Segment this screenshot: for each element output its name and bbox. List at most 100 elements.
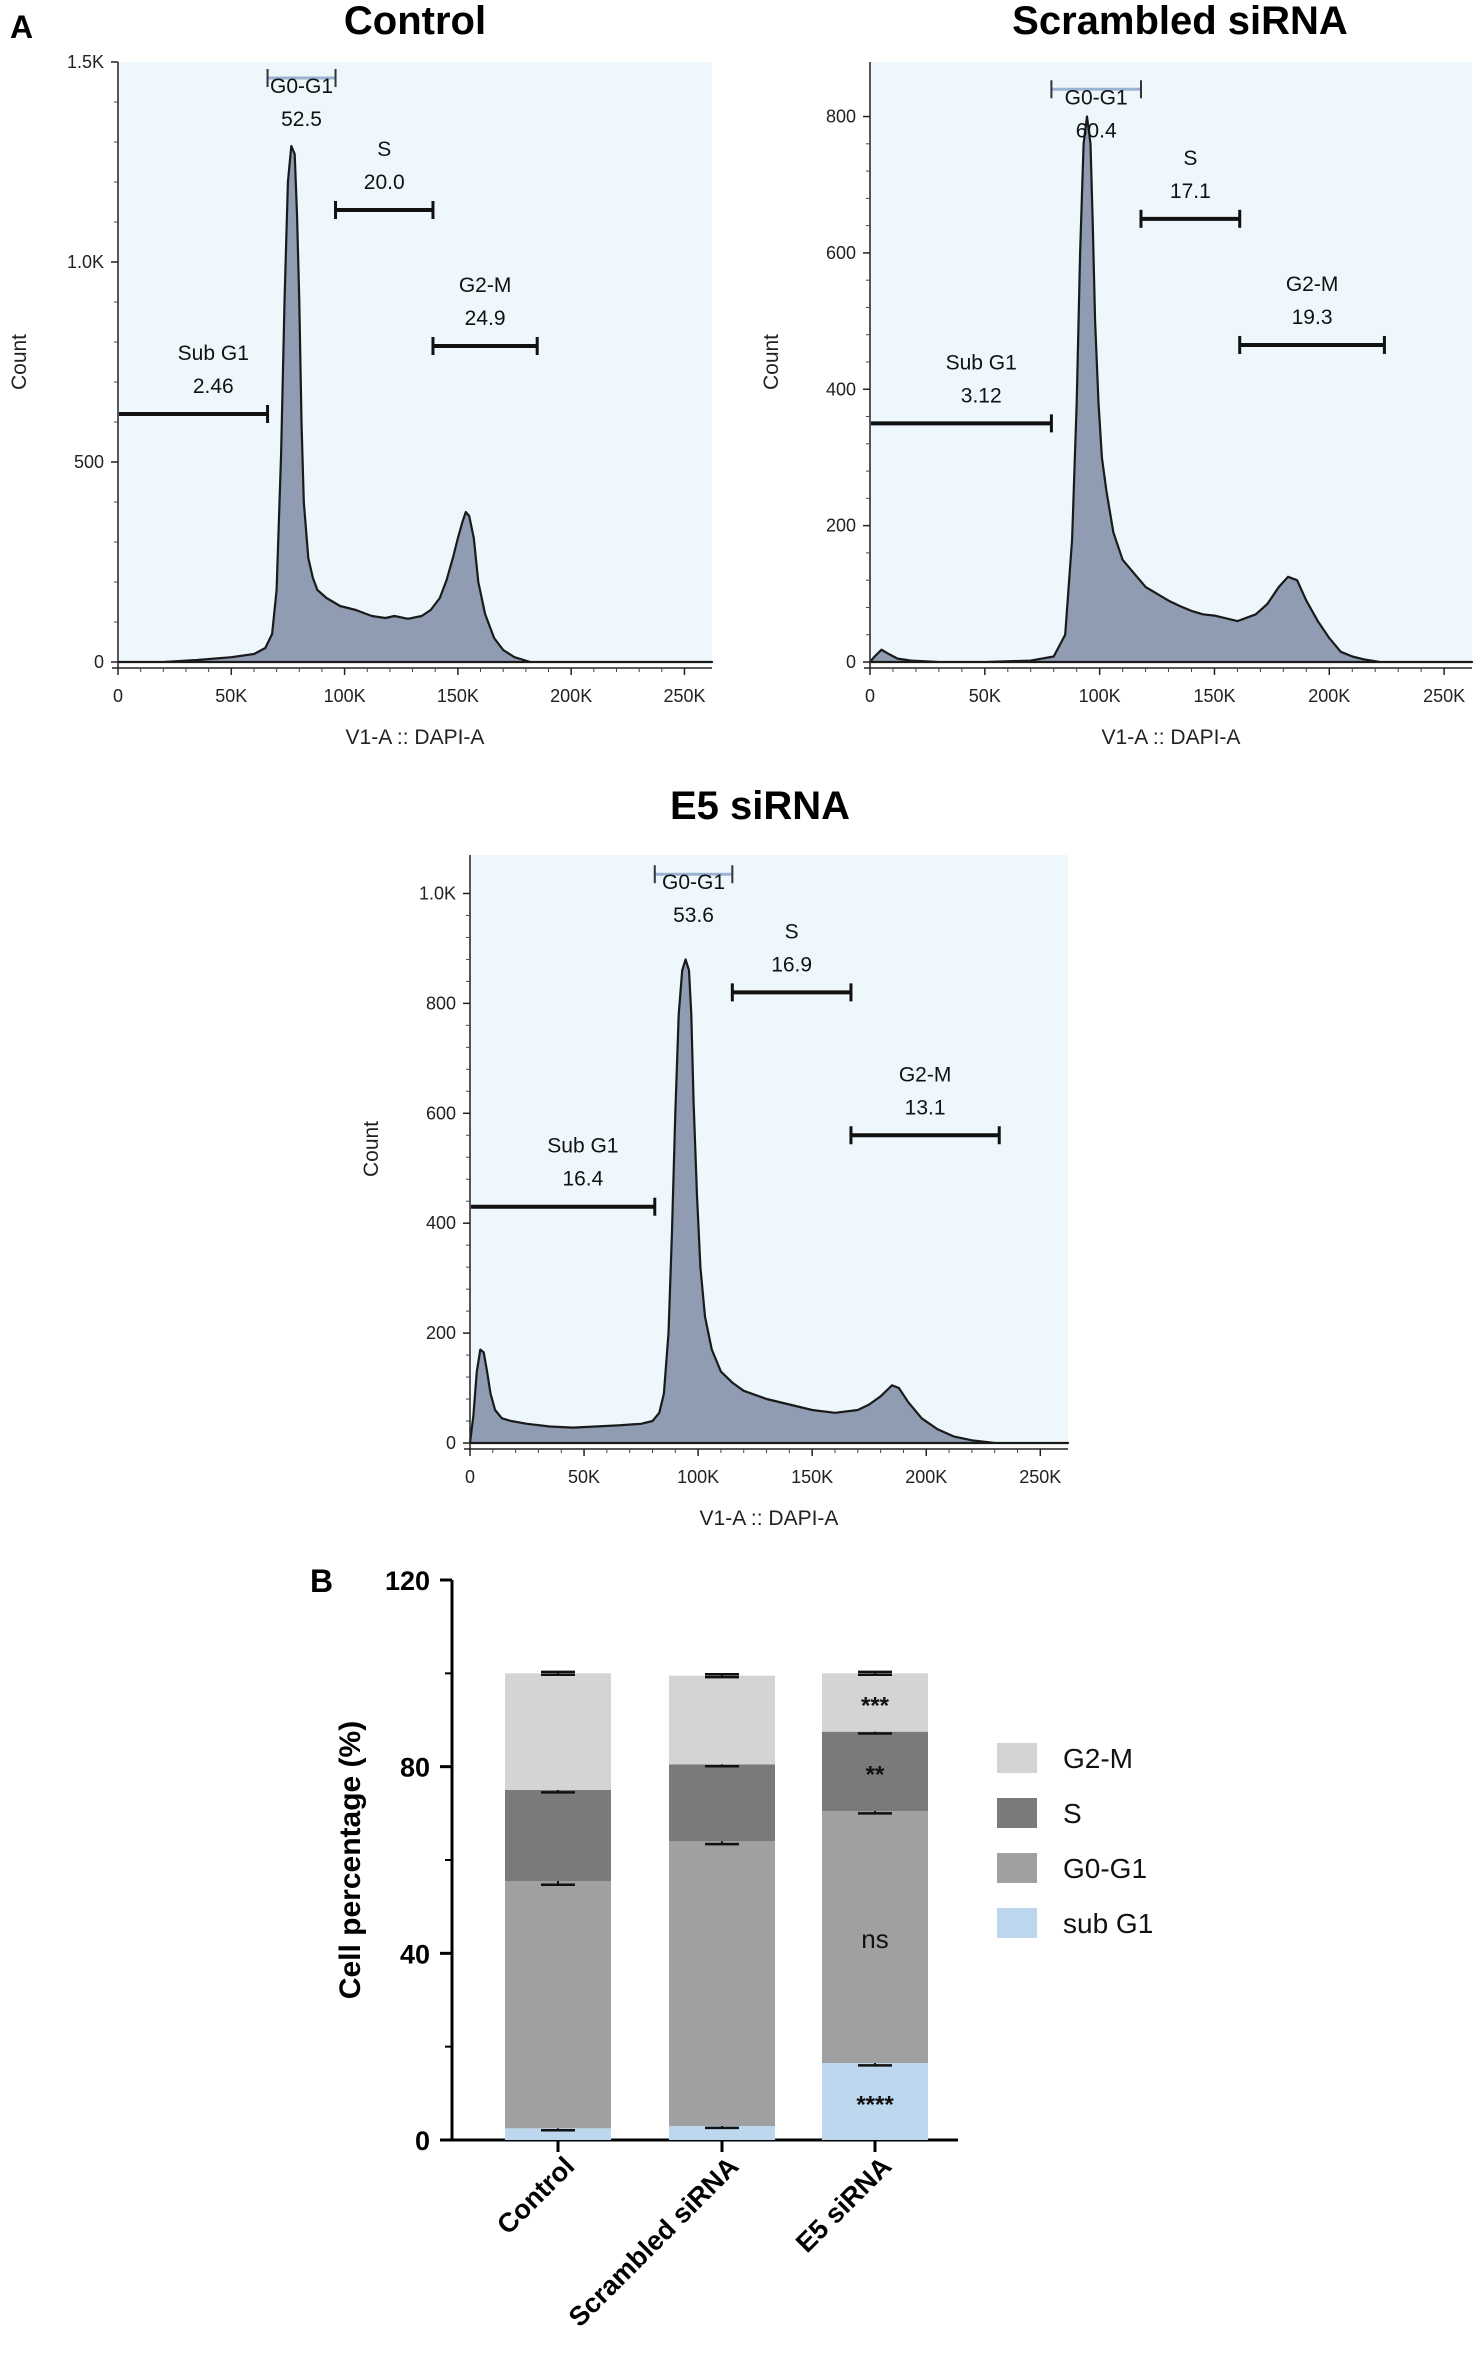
stacked-bar-chart: 0 40 80 120 Cell percentage (%) ControlScramb… (334, 1566, 1153, 2332)
bar-segment-g2-m (505, 1673, 611, 1790)
gate-name: Sub G1 (946, 351, 1017, 374)
legend-swatch (997, 1743, 1037, 1773)
gate-value: 16.9 (771, 953, 812, 976)
bar-segment-g2-m (822, 1673, 928, 1732)
y-axis-label: Cell percentage (%) (334, 1721, 367, 1999)
bar-segment-sub-g1 (669, 2126, 775, 2140)
y-tick-label: 500 (74, 452, 104, 472)
x-tick-label: Scrambled siRNA (563, 2151, 744, 2332)
x-tick-label: 0 (465, 1467, 475, 1487)
gate-value: 60.4 (1076, 119, 1117, 142)
bar-segment-s (822, 1731, 928, 1811)
gate-value: 53.6 (673, 904, 714, 927)
bar-segment-g0-g1 (822, 1811, 928, 2063)
histogram-control: Control 0 50K 100K 150K 200K 250K 0 500 1.0K 1.5K V… (8, 0, 714, 749)
x-tick-label: 150K (437, 686, 479, 706)
gate-value: 17.1 (1170, 180, 1211, 203)
plot-area (870, 62, 1472, 662)
legend-swatch (997, 1853, 1037, 1883)
significance-annotation: ns (861, 1924, 888, 1954)
gate-g0-g1: G0-G1 60.4 (1050, 80, 1142, 142)
x-tick-label: 200K (1308, 686, 1350, 706)
y-tick-label: 600 (426, 1103, 456, 1123)
x-tick-label: E5 siRNA (790, 2151, 897, 2258)
legend-label: S (1063, 1798, 1082, 1829)
x-tick-label: 100K (324, 686, 366, 706)
gate-name: G2-M (1286, 273, 1339, 296)
histogram-e5-sirna: E5 siRNA 0 50K 100K 150K 200K 250K 0 200 400 600 80… (360, 784, 1070, 1530)
gate-value: 24.9 (465, 307, 506, 330)
x-tick-label: 0 (865, 686, 875, 706)
gate-sub-g1: Sub G1 16.4 (471, 1135, 657, 1216)
gate-name: Sub G1 (547, 1135, 618, 1158)
gate-value: 16.4 (562, 1168, 603, 1191)
x-tick-label: 50K (568, 1467, 600, 1487)
y-tick-label: 40 (400, 1939, 430, 1969)
histogram-scrambled-sirna: Scrambled siRNA 0 50K 100K 150K 200K 250K 0 200 4… (760, 0, 1474, 749)
x-tick-label: 250K (1019, 1467, 1061, 1487)
x-tick-label: 100K (677, 1467, 719, 1487)
gate-name: G0-G1 (270, 75, 333, 98)
bar-segment-sub-g1 (505, 2128, 611, 2140)
panel-b-label: B (310, 1563, 333, 1599)
bar-segment-g0-g1 (505, 1881, 611, 2129)
histogram-area (868, 115, 1474, 664)
x-tick-label: 50K (215, 686, 247, 706)
gate-g2-m: G2-M 19.3 (1238, 273, 1386, 354)
plot-area (118, 62, 712, 662)
gate-sub-g1: Sub G1 3.12 (871, 351, 1053, 433)
gate-value: 13.1 (905, 1096, 946, 1119)
y-tick-label: 120 (385, 1566, 430, 1596)
y-tick-label: 0 (415, 2126, 430, 2156)
gate-name: G0-G1 (1065, 86, 1128, 109)
legend-label: G2-M (1063, 1743, 1133, 1774)
y-tick-label: 1.0K (419, 883, 456, 903)
significance-annotation: ** (866, 1761, 885, 1788)
legend-swatch (997, 1798, 1037, 1828)
y-tick-label: 600 (826, 243, 856, 263)
x-tick-label: 150K (791, 1467, 833, 1487)
bar-group-control (505, 1670, 611, 2140)
y-tick-label: 0 (846, 652, 856, 672)
x-axis-label: V1-A :: DAPI-A (346, 726, 485, 749)
gate-s: S 20.0 (334, 138, 435, 219)
y-tick-label: 1.0K (67, 252, 104, 272)
gate-g0-g1: G0-G1 52.5 (266, 69, 337, 131)
gate-g0-g1: G0-G1 53.6 (653, 865, 734, 927)
x-axis-label: V1-A :: DAPI-A (1102, 726, 1241, 749)
chart-title: Control (344, 0, 486, 43)
x-tick-label: 50K (969, 686, 1001, 706)
x-tick-label: 100K (1079, 686, 1121, 706)
bar-segment-g2-m (669, 1675, 775, 1765)
gate-value: 2.46 (193, 375, 234, 398)
legend-label: sub G1 (1063, 1908, 1153, 1939)
bar-group-e5-sirna (822, 1670, 928, 2140)
bar-segment-g0-g1 (669, 1841, 775, 2126)
y-tick-label: 800 (426, 993, 456, 1013)
gate-value: 19.3 (1292, 306, 1333, 329)
y-tick-label: 800 (826, 107, 856, 127)
legend: G2-M S G0-G1 sub G1 (997, 1743, 1153, 1939)
legend-label: G0-G1 (1063, 1853, 1147, 1884)
gate-name: G0-G1 (662, 871, 725, 894)
gate-name: G2-M (459, 274, 512, 297)
gate-value: 20.0 (364, 171, 405, 194)
histogram-area (468, 958, 1070, 1445)
chart-title: Scrambled siRNA (1012, 0, 1348, 43)
y-axis-label: Count (760, 334, 783, 390)
panel-a-label: A (10, 9, 33, 45)
y-tick-label: 400 (826, 379, 856, 399)
y-tick-label: 0 (446, 1433, 456, 1453)
y-axis-label: Count (8, 334, 31, 390)
legend-swatch (997, 1908, 1037, 1938)
gate-name: S (1183, 147, 1197, 170)
gate-s: S 17.1 (1139, 147, 1242, 228)
x-tick-label: 250K (663, 686, 705, 706)
bar-group-scrambled-sirna (669, 1673, 775, 2140)
x-tick-label: Control (491, 2151, 580, 2240)
y-tick-label: 80 (400, 1753, 430, 1783)
y-tick-label: 1.5K (67, 52, 104, 72)
bar-segment-sub-g1 (822, 2063, 928, 2140)
gate-name: S (785, 920, 799, 943)
